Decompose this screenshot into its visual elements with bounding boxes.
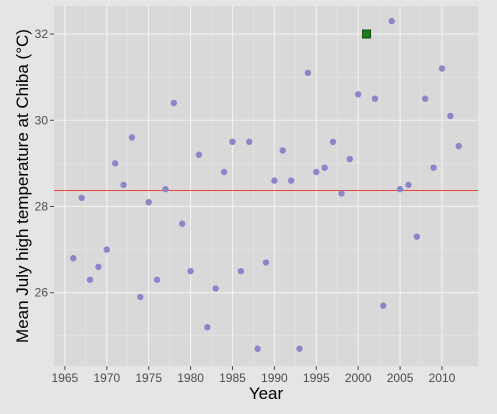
data-point [78,194,85,202]
data-point [271,177,278,184]
grid-major [54,6,478,366]
y-tick-label: 30 [35,113,49,127]
x-tick-label: 1965 [52,371,79,385]
data-point [220,168,228,176]
data-point [455,142,462,150]
data-point [346,155,353,163]
data-point [128,134,136,141]
data-point [103,246,110,253]
data-point [380,302,387,309]
data-point [246,138,253,146]
y-tick-label: 26 [35,286,49,300]
data-point [405,181,412,189]
x-tick-label: 1970 [93,371,120,385]
data-point [162,186,169,193]
plot-panel [54,6,478,366]
data-point [438,65,446,72]
data-point [137,293,144,301]
data-point [120,181,127,189]
data-point [170,99,178,107]
data-point [195,151,203,158]
data-point [313,168,320,176]
y-axis-ticks: 26 28 30 32 [35,27,54,300]
y-tick-label: 32 [35,27,49,41]
data-point [229,138,236,146]
data-point [95,263,102,271]
data-point [422,95,429,102]
data-point [396,186,404,193]
x-tick-label: 1980 [177,371,204,385]
x-tick-label: 1995 [303,371,330,385]
x-tick-label: 2005 [387,371,414,385]
data-point [212,285,219,292]
data-point [287,177,295,184]
data-point [296,345,303,352]
data-point [329,138,337,146]
data-point [237,267,245,275]
data-point [371,95,379,102]
x-tick-label: 2010 [429,371,456,385]
y-axis-title: Mean July high temperature at Chiba (°C) [13,29,32,343]
data-point [321,164,328,171]
data-point [430,164,437,171]
x-tick-label: 2000 [345,371,372,385]
data-point [262,259,270,266]
data-point [70,255,77,262]
data-point [413,233,421,240]
data-point [304,69,312,77]
x-axis-ticks: 1965 1970 1975 1980 1985 1990 1995 2000 2005 2010 [52,366,456,385]
highlight-point [362,29,372,39]
x-tick-label: 1985 [219,371,246,385]
y-tick-label: 28 [35,199,49,213]
data-point [187,267,194,275]
x-axis-title: Year [249,384,284,403]
data-point [447,112,454,120]
data-point [279,147,286,154]
data-point [354,91,362,98]
data-point [338,190,345,197]
data-points [70,17,462,352]
data-point [153,276,161,283]
grid-minor [54,6,478,366]
data-point [145,198,152,206]
data-point [179,220,186,227]
data-point [254,345,261,352]
x-tick-label: 1975 [135,371,162,385]
x-tick-label: 1990 [261,371,288,385]
data-point [204,323,211,331]
data-point [86,276,94,283]
data-point [388,17,395,25]
data-point [111,160,119,167]
